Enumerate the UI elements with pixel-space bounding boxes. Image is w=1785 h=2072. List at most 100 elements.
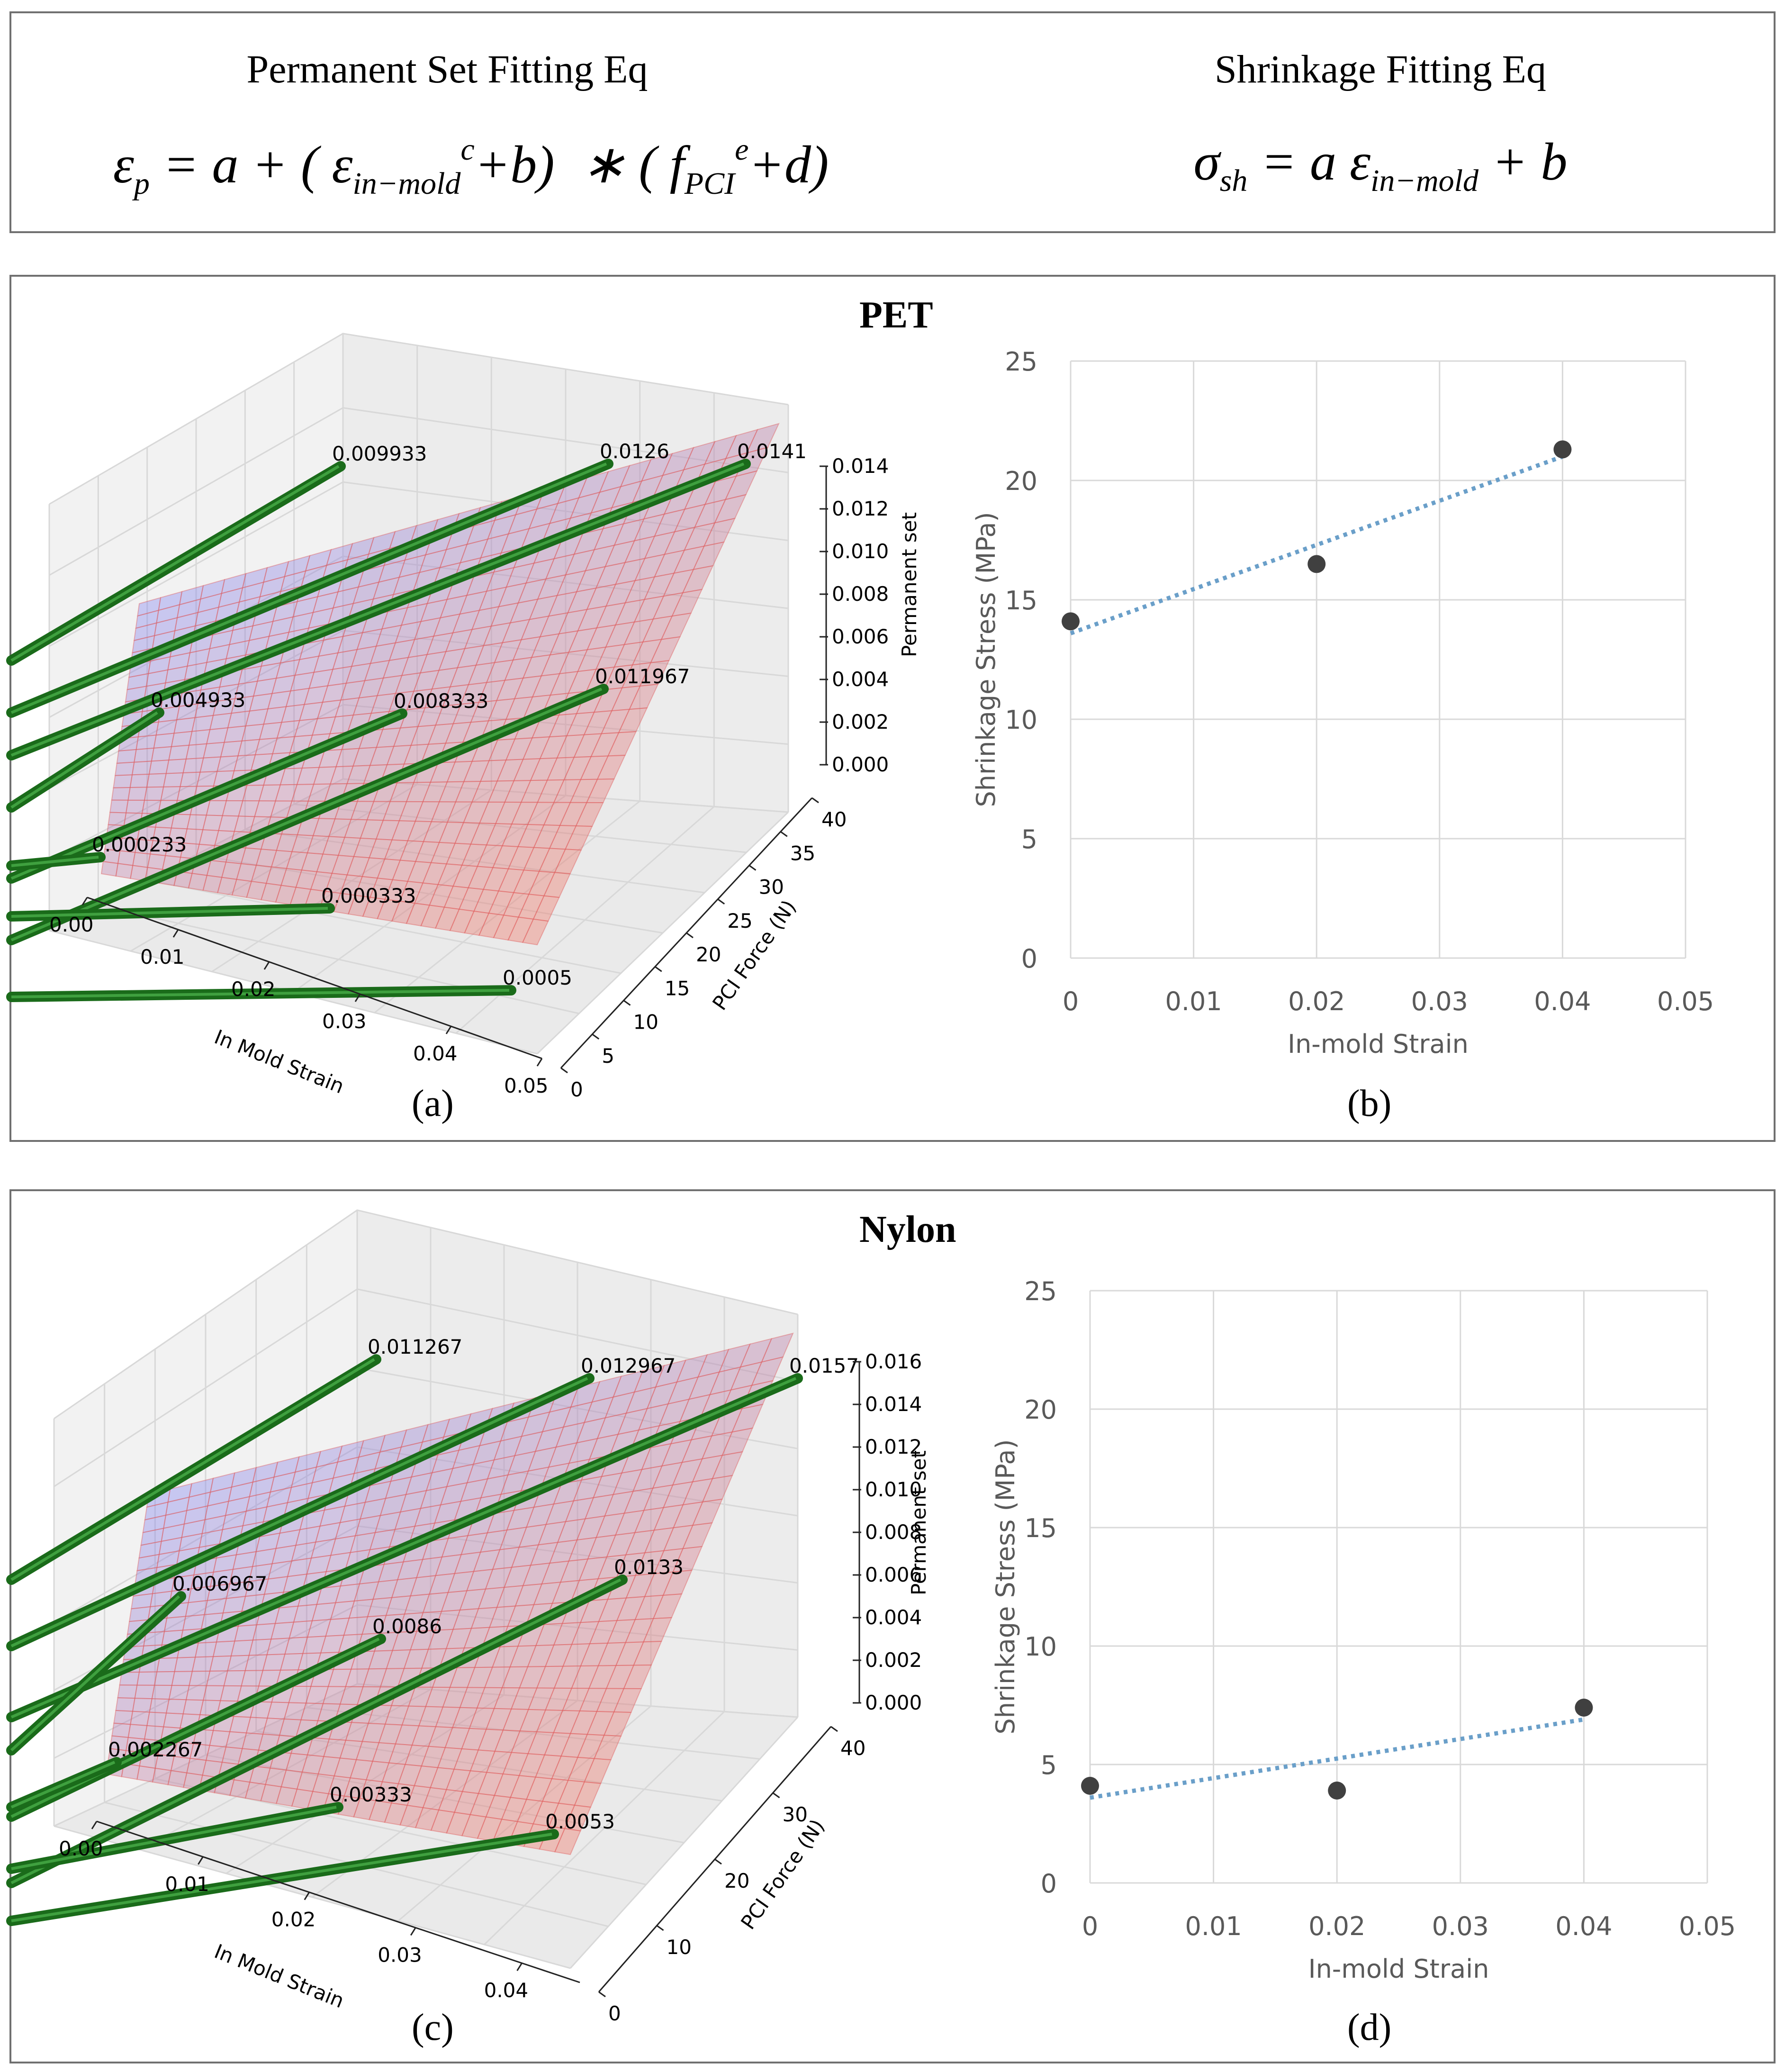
bar-value-label: 0.006967	[172, 1572, 267, 1595]
surface-patch	[407, 635, 435, 658]
x-tick-label: 0.02	[1288, 986, 1345, 1016]
surface-patch	[311, 1602, 336, 1621]
surface-patch	[391, 1577, 417, 1598]
surface-patch	[352, 581, 380, 604]
surface-patch	[360, 819, 384, 840]
y-tick-mark	[717, 898, 725, 905]
surface-patch	[229, 1779, 251, 1799]
surface-patch	[204, 1501, 229, 1520]
surface-patch	[131, 760, 152, 776]
surface-patch	[405, 1472, 433, 1495]
surface-patch	[452, 864, 478, 888]
data-bar-highlight	[10, 1358, 375, 1581]
surface-patch	[471, 606, 500, 630]
surface-patch	[370, 693, 397, 714]
surface-patch	[426, 632, 454, 655]
surface-patch	[114, 761, 135, 776]
surface-patch	[359, 1779, 383, 1801]
x-axis-line	[87, 896, 542, 1059]
surface-patch	[751, 1356, 784, 1386]
surface-patch	[466, 1459, 495, 1484]
surface-patch	[137, 597, 162, 617]
surface-patch	[132, 1698, 153, 1713]
z-tick-label: 0.000	[865, 1691, 922, 1714]
surface-patch	[227, 1655, 250, 1672]
surface-patch	[469, 1707, 495, 1730]
surface-patch	[113, 1710, 134, 1725]
surface-patch	[245, 1717, 268, 1735]
y-tick-label: 30	[759, 876, 784, 899]
surface-patch	[130, 1593, 153, 1610]
surface-patch	[562, 1643, 591, 1667]
surface-patch	[667, 1376, 699, 1405]
bar-value-label: 0.002267	[108, 1738, 203, 1761]
surface-patch	[161, 1523, 185, 1542]
surface-patch	[384, 839, 409, 861]
surface-patch	[179, 689, 202, 707]
surface-patch	[345, 662, 371, 684]
surface-patch	[644, 531, 676, 559]
data-bar-highlight	[11, 1833, 552, 1922]
surface-patch	[376, 675, 403, 697]
surface-patch	[567, 1756, 595, 1782]
surface-patch	[318, 635, 344, 657]
surface-patch	[392, 1630, 418, 1651]
y-tick-label: 10	[667, 1936, 692, 1959]
surface-patch	[420, 598, 448, 623]
x-tick-label: 0.04	[1555, 1911, 1612, 1941]
surface-patch	[356, 628, 383, 651]
surface-patch	[365, 1761, 390, 1782]
surface-patch	[381, 607, 408, 630]
surface-patch	[259, 576, 286, 597]
surface-patch	[379, 1668, 405, 1688]
surface-patch	[478, 1728, 504, 1752]
surface-patch	[109, 799, 129, 814]
surface-patch	[424, 686, 451, 708]
surface-patch	[511, 802, 539, 825]
trendline	[1090, 1717, 1585, 1800]
surface-patch	[607, 1619, 636, 1644]
surface-patch	[703, 517, 736, 547]
surface-patch	[541, 1560, 570, 1584]
caption-b: (b)	[1347, 1083, 1392, 1124]
surface-patch	[315, 1522, 341, 1543]
surface-patch	[528, 503, 559, 530]
surface-patch	[386, 1649, 411, 1669]
surface-patch	[499, 1527, 527, 1550]
surface-patch	[484, 1666, 511, 1688]
surface-patch	[127, 787, 148, 801]
x-tick-mark	[410, 1927, 416, 1936]
bar-value-label: 0.0086	[372, 1615, 442, 1638]
surface-patch	[147, 853, 166, 870]
bar-value-label: 0.0005	[503, 966, 572, 989]
surface-patch	[391, 900, 415, 924]
surface-patch	[156, 1657, 178, 1673]
surface-patch	[202, 1685, 225, 1701]
surface-patch	[586, 778, 615, 804]
surface-patch	[238, 581, 264, 603]
surface-patch	[520, 779, 548, 803]
surface-patch	[624, 535, 656, 563]
surface-patch	[578, 1556, 608, 1581]
surface-patch	[255, 849, 278, 868]
surface-patch	[595, 602, 626, 629]
surface-patch	[564, 1804, 592, 1832]
surface-patch	[117, 850, 136, 866]
surface-patch	[614, 558, 646, 585]
surface-patch	[662, 1481, 694, 1509]
x-tick-mark	[536, 1058, 543, 1067]
surface-patch	[543, 802, 571, 826]
surface-patch	[288, 1685, 312, 1704]
surface-patch	[549, 630, 579, 656]
floor	[54, 1684, 798, 1968]
surface-patch	[613, 641, 644, 668]
surface-patch	[382, 657, 409, 679]
surface-patch	[254, 737, 278, 756]
surface-patch	[310, 871, 333, 892]
surface-patch	[730, 1361, 763, 1391]
surface-patch	[583, 710, 613, 735]
surface-patch	[271, 1545, 297, 1565]
surface-patch	[434, 906, 460, 932]
surface-patch	[319, 1505, 346, 1527]
surface-patch	[461, 1814, 487, 1839]
